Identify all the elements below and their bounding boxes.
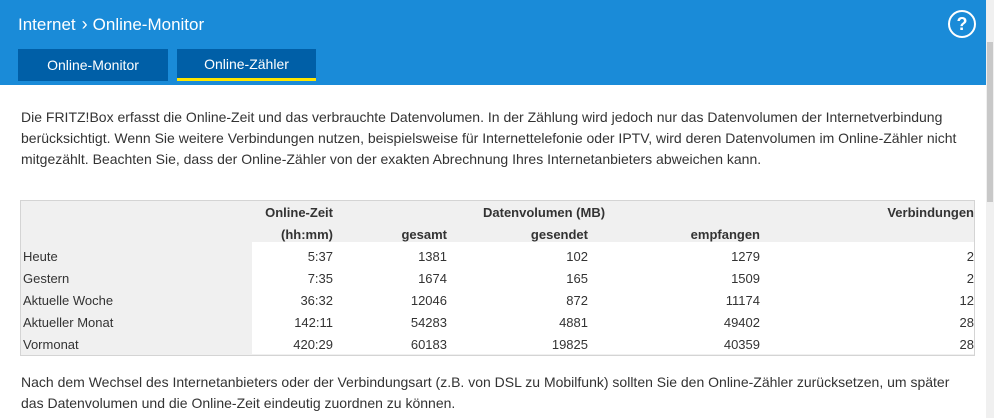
header-empfangen: empfangen [690, 227, 760, 242]
tab-online-monitor[interactable]: Online-Monitor [18, 49, 168, 81]
row-gesendet: 872 [566, 293, 588, 308]
row-gesamt: 60183 [410, 337, 447, 352]
scrollbar-thumb[interactable] [987, 42, 993, 202]
table-values-area [252, 242, 974, 354]
header-verbindungen: Verbindungen [887, 205, 974, 220]
row-zeit: 7:35 [307, 271, 333, 286]
breadcrumb: Internet › Online-Monitor [18, 14, 204, 35]
scrollbar-track[interactable] [986, 0, 994, 418]
row-gesamt: 12046 [410, 293, 447, 308]
header-gesendet: gesendet [530, 227, 588, 242]
intro-text: Die FRITZ!Box erfasst die Online-Zeit un… [21, 109, 957, 167]
row-label: Aktuelle Woche [23, 293, 114, 308]
row-empfangen: 1509 [731, 271, 760, 286]
header-online-zeit-unit: (hh:mm) [281, 227, 333, 242]
row-empfangen: 49402 [723, 315, 760, 330]
row-empfangen: 40359 [723, 337, 760, 352]
row-label: Aktueller Monat [23, 315, 114, 330]
row-label: Heute [23, 249, 58, 264]
row-label: Gestern [23, 271, 70, 286]
row-zeit: 36:32 [300, 293, 333, 308]
chevron-right-icon: › [81, 14, 88, 34]
row-empfangen: 1279 [731, 249, 760, 264]
row-gesamt: 54283 [410, 315, 447, 330]
row-verbindungen: 28 [959, 337, 974, 352]
row-zeit: 5:37 [307, 249, 333, 264]
header-online-zeit: Online-Zeit [265, 205, 333, 220]
row-verbindungen: 28 [959, 315, 974, 330]
row-verbindungen: 2 [966, 249, 974, 264]
header-datenvolumen: Datenvolumen (MB) [483, 205, 606, 220]
footer-text: Nach dem Wechsel des Internetanbieters o… [21, 374, 950, 411]
breadcrumb-parent[interactable]: Internet [18, 14, 76, 34]
row-gesamt: 1381 [418, 249, 447, 264]
breadcrumb-current: Online-Monitor [92, 14, 205, 34]
row-gesendet: 102 [566, 249, 588, 264]
row-label: Vormonat [23, 337, 79, 352]
row-gesendet: 165 [566, 271, 588, 286]
help-icon[interactable]: ? [948, 10, 976, 38]
row-zeit: 142:11 [294, 315, 333, 330]
row-empfangen: 11174 [725, 293, 760, 308]
row-gesendet: 4881 [559, 315, 588, 330]
header-gesamt: gesamt [401, 227, 447, 242]
tab-online-zaehler[interactable]: Online-Zähler [177, 49, 316, 81]
row-verbindungen: 2 [966, 271, 974, 286]
row-gesendet: 19825 [551, 337, 588, 352]
row-verbindungen: 12 [959, 293, 974, 308]
header-bar: Internet › Online-Monitor ? Online-Monit… [0, 0, 994, 85]
row-gesamt: 1674 [418, 271, 447, 286]
row-zeit: 420:29 [293, 337, 333, 352]
